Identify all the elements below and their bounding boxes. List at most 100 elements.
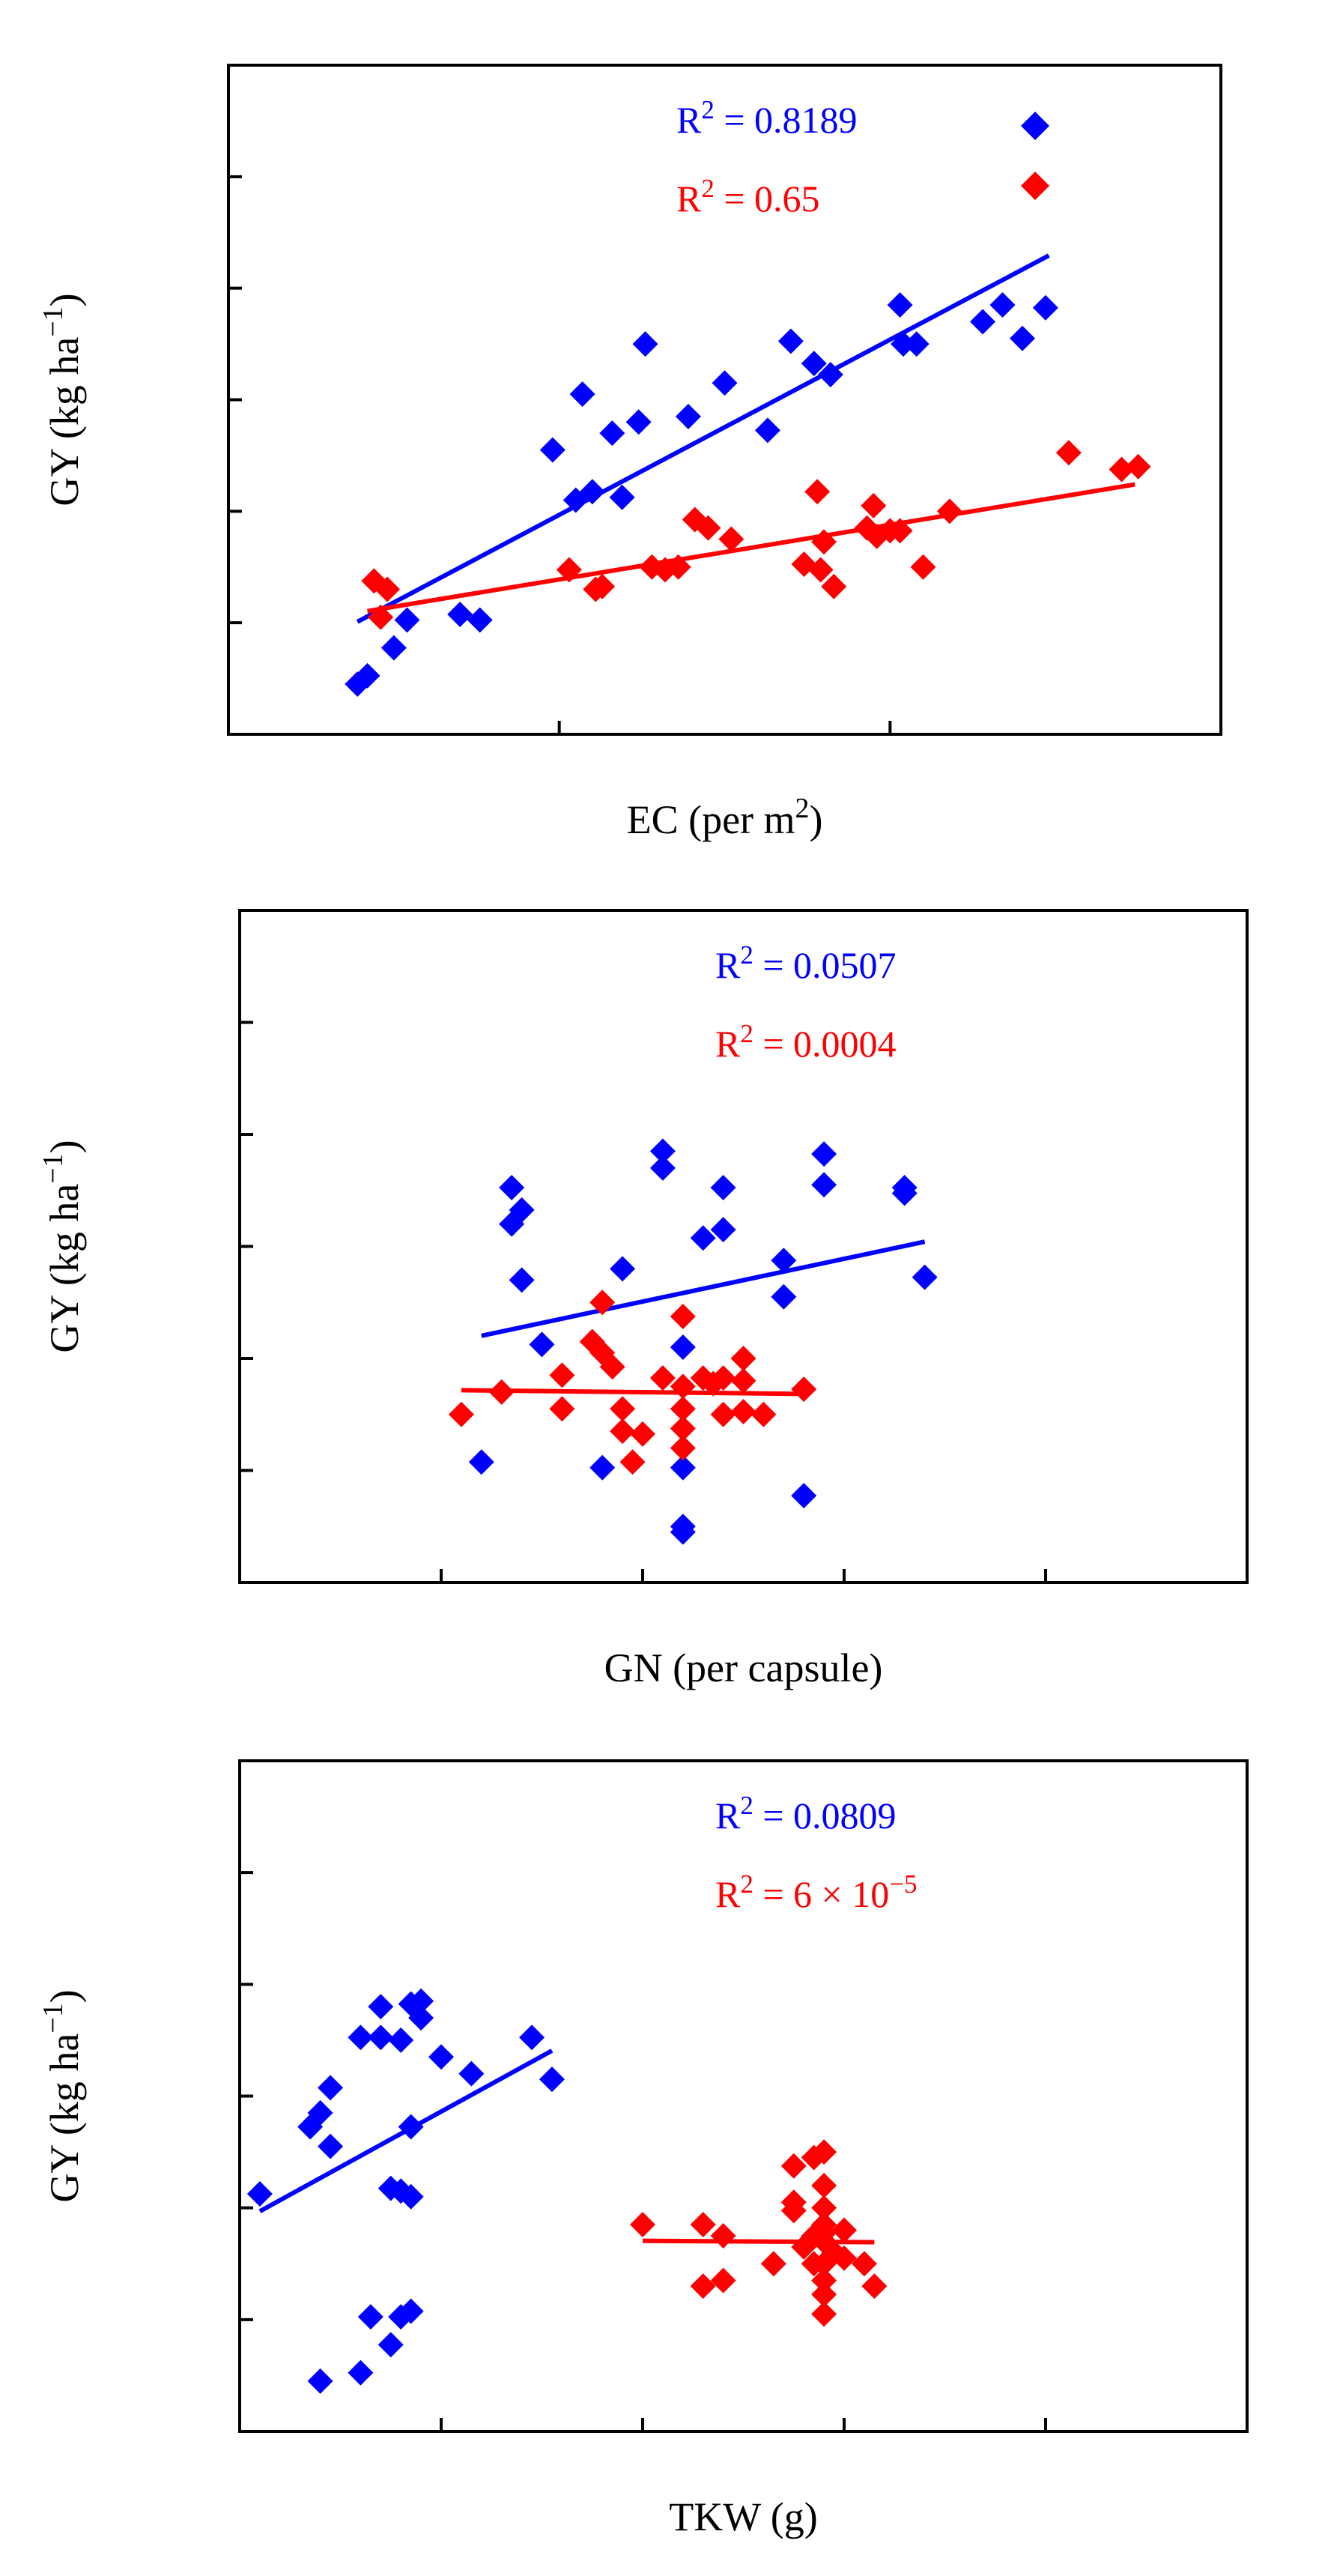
data-point-2017 xyxy=(246,2181,273,2207)
data-point-2017 xyxy=(609,484,635,510)
data-point-2018 xyxy=(670,1303,696,1329)
data-point-2017 xyxy=(817,362,843,388)
data-point-2018 xyxy=(610,1418,636,1445)
data-point-2018 xyxy=(448,1401,474,1427)
data-point-2017 xyxy=(675,403,701,429)
data-point-2017 xyxy=(599,420,625,447)
data-point-2017 xyxy=(398,2183,424,2210)
data-point-2018 xyxy=(730,1399,756,1425)
data-point-2017 xyxy=(458,2061,485,2087)
data-point-2017 xyxy=(632,331,658,357)
data-point-2017 xyxy=(529,1331,555,1358)
data-point-2017 xyxy=(903,331,930,357)
y-axis-label: GY (kg ha−1) xyxy=(37,1140,87,1352)
data-point-2018 xyxy=(710,1365,736,1391)
data-point-2017 xyxy=(398,2114,424,2140)
data-point-2018 xyxy=(589,573,616,599)
data-point-2017 xyxy=(539,437,565,463)
data-point-2018 xyxy=(670,1415,696,1442)
data-point-2018 xyxy=(751,1401,777,1427)
data-point-2018 xyxy=(831,2217,857,2243)
data-point-2018 xyxy=(670,1373,696,1400)
data-point-2017 xyxy=(408,2005,434,2031)
data-point-2017 xyxy=(891,331,916,357)
data-point-2018 xyxy=(549,1396,575,1422)
data-point-2018 xyxy=(730,1346,756,1371)
data-point-2018 xyxy=(1055,440,1082,466)
data-point-2018 xyxy=(690,2212,716,2238)
trendline-2018 xyxy=(367,482,1135,614)
y-axis-label: GY (kg ha−1) xyxy=(37,1989,87,2202)
data-point-2018 xyxy=(368,604,394,630)
data-point-2017 xyxy=(307,2368,333,2394)
x-axis-label: EC (per m2) xyxy=(627,793,823,842)
data-point-2017 xyxy=(428,2044,454,2070)
data-point-2018 xyxy=(910,554,936,580)
data-point-2018 xyxy=(861,492,887,518)
data-point-2018 xyxy=(670,1435,696,1461)
data-point-2017 xyxy=(712,370,738,396)
data-point-2018 xyxy=(589,1289,616,1316)
data-point-2018 xyxy=(811,529,837,555)
data-point-2017 xyxy=(771,1284,797,1310)
data-point-2018 xyxy=(831,2245,857,2271)
data-point-2018 xyxy=(599,1354,625,1380)
data-point-2018 xyxy=(821,573,847,599)
data-point-2017 xyxy=(777,328,804,354)
data-point-2017 xyxy=(380,635,407,661)
data-point-2017 xyxy=(891,1180,918,1206)
data-point-2017 xyxy=(912,1264,938,1290)
data-point-2017 xyxy=(318,2075,344,2101)
data-point-2017 xyxy=(970,309,995,335)
data-point-2017 xyxy=(348,2025,374,2051)
data-point-2017 xyxy=(670,1519,696,1545)
data-point-2017 xyxy=(690,1225,716,1251)
data-point-2017 xyxy=(801,351,827,377)
r-squared-2018: R2 = 0.65 xyxy=(676,174,820,220)
data-point-2018 xyxy=(811,2172,837,2198)
data-point-2017 xyxy=(368,2025,394,2051)
data-point-2018 xyxy=(1109,456,1135,483)
data-point-2018 xyxy=(619,1449,646,1475)
x-axis-label: TKW (g) xyxy=(669,2494,817,2539)
data-point-2018 xyxy=(811,2195,837,2221)
data-point-2017 xyxy=(357,2304,383,2330)
data-point-2017 xyxy=(1032,294,1058,321)
data-point-2017 xyxy=(499,1175,525,1201)
data-point-2018 xyxy=(887,518,913,544)
data-point-2017 xyxy=(625,409,652,435)
legend-marker-2018 xyxy=(1021,172,1049,200)
data-point-2017 xyxy=(649,1155,676,1181)
data-point-2018 xyxy=(807,557,834,583)
data-point-2017 xyxy=(307,2099,333,2126)
data-point-2018 xyxy=(936,498,962,524)
data-point-2017 xyxy=(509,1197,535,1223)
trendline-2018 xyxy=(642,2238,875,2245)
data-point-2017 xyxy=(710,1175,736,1201)
data-point-2017 xyxy=(589,1454,616,1481)
data-point-2018 xyxy=(780,2198,807,2224)
data-point-2018 xyxy=(791,1376,817,1403)
data-point-2018 xyxy=(1125,453,1151,480)
data-point-2017 xyxy=(771,1248,797,1274)
data-point-2017 xyxy=(394,607,420,633)
data-point-2017 xyxy=(649,1138,676,1164)
data-point-2018 xyxy=(710,1401,736,1427)
data-point-2018 xyxy=(811,2301,837,2327)
data-point-2018 xyxy=(804,479,831,505)
data-point-2018 xyxy=(710,2267,736,2294)
data-point-2018 xyxy=(375,576,400,602)
data-point-2017 xyxy=(368,1994,394,2020)
data-point-2017 xyxy=(467,607,493,633)
data-point-2018 xyxy=(556,557,582,583)
data-point-2017 xyxy=(348,2359,374,2386)
data-point-2017 xyxy=(610,1256,636,1282)
r-squared-2018: R2 = 6 × 10−5 xyxy=(715,1869,918,1916)
data-point-2017 xyxy=(791,1483,817,1509)
data-point-2017 xyxy=(989,291,1016,318)
data-point-2017 xyxy=(447,602,473,628)
data-point-2017 xyxy=(710,1217,736,1243)
data-point-2018 xyxy=(695,515,721,541)
data-point-2018 xyxy=(780,2153,807,2179)
